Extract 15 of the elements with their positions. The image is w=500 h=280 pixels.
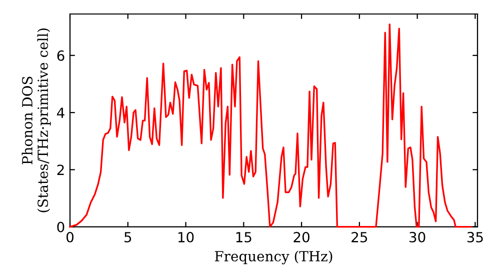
line-series bbox=[69, 23, 472, 228]
x-tick-label: 5 bbox=[124, 232, 132, 242]
x-tick-label: 15 bbox=[236, 232, 252, 242]
x-tick-label: 20 bbox=[294, 232, 310, 242]
x-tick-label: 25 bbox=[352, 232, 368, 242]
x-axis-title: Frequency (THz) bbox=[214, 250, 332, 264]
x-tick-label: 30 bbox=[410, 232, 426, 242]
y-tick-label: 2 bbox=[57, 164, 64, 175]
y-tick-label: 4 bbox=[56, 108, 64, 118]
x-tick-label: 10 bbox=[178, 232, 194, 242]
x-tick-label: 35 bbox=[467, 232, 483, 242]
y-tick-label: 0 bbox=[57, 222, 64, 232]
y-tick-label: 6 bbox=[57, 50, 64, 61]
y-axis-title: Phonon DOS (States/THz·primitive cell) bbox=[22, 28, 51, 212]
x-tick-label: 0 bbox=[66, 232, 74, 242]
